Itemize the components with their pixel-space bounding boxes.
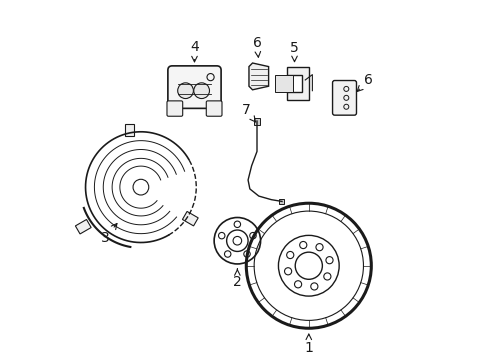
Text: 4: 4 [190,40,199,62]
Text: 2: 2 [232,269,241,289]
FancyBboxPatch shape [206,101,222,116]
Circle shape [193,83,209,99]
Bar [279,199,284,204]
Text: 7: 7 [242,103,255,122]
Text: 5: 5 [289,41,298,62]
FancyBboxPatch shape [167,66,221,108]
Text: 3: 3 [101,224,117,245]
FancyBboxPatch shape [332,81,356,115]
Bar [274,75,292,93]
FancyBboxPatch shape [166,101,183,116]
Polygon shape [287,67,308,100]
Polygon shape [248,63,268,90]
Text: 6: 6 [356,73,372,91]
Bar [125,123,134,136]
Bar [254,118,259,125]
Bar [75,220,91,234]
Text: 6: 6 [252,36,261,57]
Text: 1: 1 [304,334,313,355]
Circle shape [177,83,193,99]
Bar [182,211,198,226]
